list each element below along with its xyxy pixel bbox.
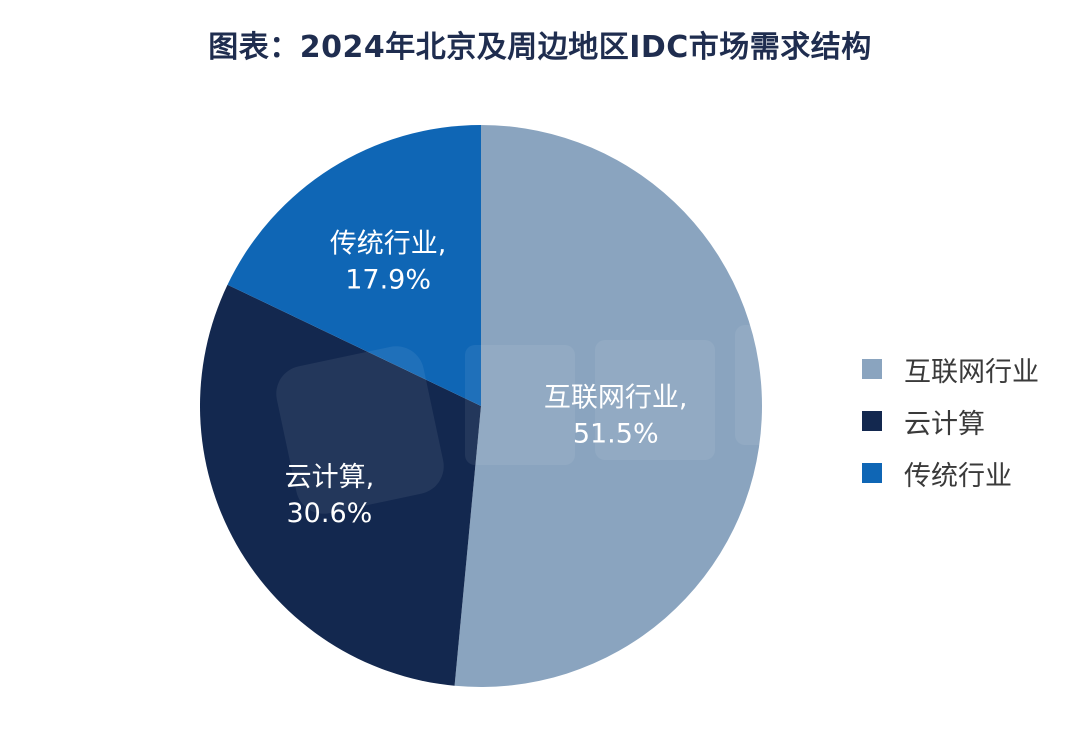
slice-labels: 互联网行业, 51.5% 云计算, 30.6% 传统行业, 17.9% <box>285 229 688 529</box>
legend-label-traditional: 传统行业 <box>904 460 1012 492</box>
slice-label-cloud: 云计算, 30.6% <box>285 462 375 529</box>
legend-item-internet: 互联网行业 <box>862 343 1039 395</box>
pie-slice-traditional <box>227 125 481 406</box>
pie-slices <box>200 125 762 687</box>
legend-swatch-internet <box>862 359 882 379</box>
legend: 互联网行业 云计算 传统行业 <box>862 343 1039 499</box>
slice-label-internet: 互联网行业, 51.5% <box>544 382 688 449</box>
pie-slice-cloud <box>200 284 481 686</box>
legend-label-cloud: 云计算 <box>904 408 985 440</box>
legend-item-traditional: 传统行业 <box>862 447 1039 499</box>
pie-slice-internet <box>454 125 762 687</box>
legend-swatch-cloud <box>862 411 882 431</box>
legend-swatch-traditional <box>862 463 882 483</box>
chart-title: 图表：2024年北京及周边地区IDC市场需求结构 <box>208 30 872 65</box>
legend-item-cloud: 云计算 <box>862 395 1039 447</box>
slice-label-traditional: 传统行业, 17.9% <box>330 229 447 296</box>
legend-label-internet: 互联网行业 <box>904 356 1039 388</box>
